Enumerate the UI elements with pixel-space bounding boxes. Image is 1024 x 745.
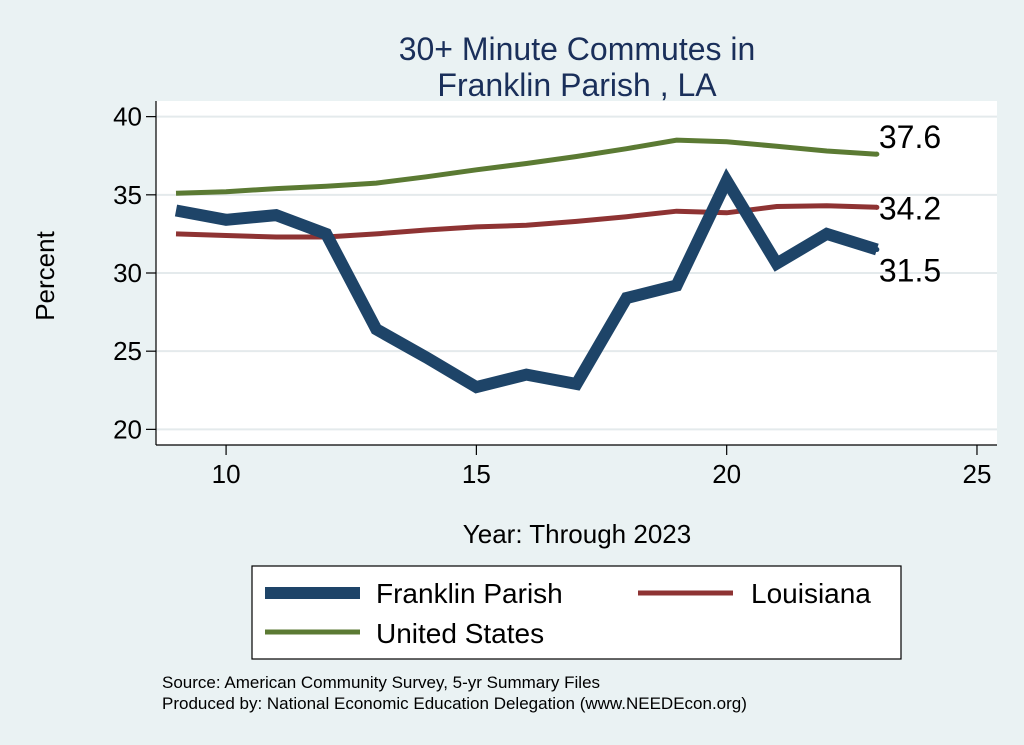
legend-box	[251, 565, 902, 660]
end-labels: 37.6 34.2 31.5	[879, 119, 941, 288]
x-axis-title: Year: Through 2023	[463, 519, 691, 549]
chart-title-line-1: 30+ Minute Commutes in	[399, 31, 756, 67]
series-end-point-louisiana	[874, 204, 880, 210]
series-line-united-states	[175, 137, 878, 196]
legend-label-franklin-parish: Franklin Parish	[376, 578, 563, 609]
end-label-united-states: 37.6	[879, 119, 941, 155]
y-tick-label-35: 35	[113, 180, 142, 210]
series-end-point-united-states	[874, 151, 880, 157]
y-tick-label-25: 25	[113, 336, 142, 366]
legend: Franklin Parish Louisiana United States	[251, 565, 902, 660]
y-tick-label-30: 30	[113, 258, 142, 288]
legend-label-united-states: United States	[376, 618, 544, 649]
producer-note: Produced by: National Economic Education…	[162, 694, 747, 713]
legend-label-louisiana: Louisiana	[751, 578, 871, 609]
x-tick-label-25: 25	[963, 459, 992, 489]
series-end-point-franklin-parish	[874, 247, 880, 253]
source-note: Source: American Community Survey, 5-yr …	[162, 673, 600, 692]
end-label-louisiana: 34.2	[879, 190, 941, 226]
series-line-franklin-parish	[174, 168, 879, 394]
x-tick-label-10: 10	[212, 459, 241, 489]
y-axis-title: Percent	[30, 230, 60, 320]
x-tick-label-20: 20	[712, 459, 741, 489]
series-lines	[174, 137, 880, 394]
series-line-louisiana	[175, 203, 877, 240]
x-tick-label-15: 15	[462, 459, 491, 489]
grid-lines	[156, 115, 997, 431]
chart-title-line-2: Franklin Parish , LA	[437, 67, 717, 103]
end-label-franklin-parish: 31.5	[879, 253, 941, 289]
y-tick-label-40: 40	[113, 102, 142, 132]
y-tick-label-20: 20	[113, 414, 142, 444]
axes: 20 25 30 35 40 10 15 20 25	[113, 101, 997, 489]
